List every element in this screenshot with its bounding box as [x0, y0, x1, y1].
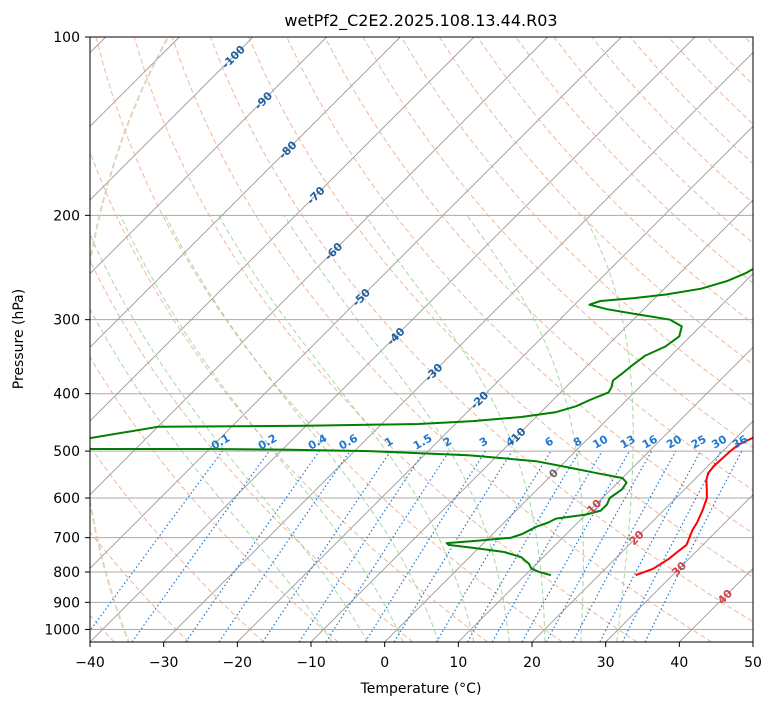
- y-tick-label: 1000: [44, 622, 80, 638]
- dewpoint-profile-line: [90, 267, 753, 577]
- y-tick-label: 100: [53, 30, 80, 46]
- y-tick-label: 200: [53, 208, 80, 224]
- x-tick-label: 30: [597, 655, 615, 671]
- moist-adiabat-line: [120, 215, 404, 642]
- isotherm-line: [163, 52, 753, 642]
- isotherm-line: [90, 37, 401, 348]
- mixing-ratio-line: [393, 450, 513, 642]
- isotherm-line: [90, 37, 254, 201]
- isotherm-line: [384, 273, 753, 642]
- mixing-ratio-line: [545, 450, 653, 642]
- x-tick-label: 0: [380, 655, 389, 671]
- dry-adiabat-line: [248, 37, 753, 578]
- mixing-ratio-line: [644, 450, 743, 642]
- x-axis-label: Temperature (°C): [360, 681, 482, 697]
- plot-frame: [89, 36, 754, 643]
- mixing-ratio-line: [185, 450, 320, 642]
- moist-adiabat-line: [283, 215, 510, 642]
- temperature-profile-line: [635, 436, 753, 577]
- moist-adiabat-line: [90, 232, 369, 642]
- x-tick-label: −20: [223, 655, 253, 671]
- dry-adiabat-line: [133, 37, 638, 642]
- y-tick-label: 600: [53, 491, 80, 507]
- moist-adiabat-line: [583, 215, 634, 642]
- dry-adiabat-line: [286, 37, 753, 534]
- y-tick-label: 900: [53, 595, 80, 611]
- isotherm-line: [605, 494, 753, 642]
- isotherm-line: [90, 37, 327, 275]
- dry-adiabat-line: [477, 37, 753, 325]
- x-tick-label: 40: [670, 655, 688, 671]
- mixing-ratio-line: [572, 450, 677, 642]
- mixing-ratio-line: [90, 450, 223, 632]
- dry-adiabat-line: [95, 37, 563, 642]
- y-tick-label: 800: [53, 565, 80, 581]
- mixing-ratio-line: [325, 450, 450, 642]
- moist-adiabat-line: [364, 215, 546, 642]
- x-tick-label: −40: [75, 655, 105, 671]
- dry-adiabat-line: [362, 37, 753, 449]
- dry-adiabat-line: [171, 37, 712, 642]
- mixing-ratio-line: [262, 450, 392, 642]
- dry-adiabat-line: [400, 37, 753, 407]
- chart-title: wetPf2_C2E2.2025.108.13.44.R03: [284, 11, 557, 31]
- y-axis-label: Pressure (hPa): [11, 289, 27, 389]
- isotherm-line: [237, 125, 753, 642]
- y-tick-label: 700: [53, 531, 80, 547]
- x-tick-label: 50: [744, 655, 762, 671]
- x-tick-label: −10: [296, 655, 326, 671]
- dry-adiabat-line: [90, 259, 414, 642]
- y-tick-label: 300: [53, 313, 80, 329]
- mixing-ratio-line: [298, 450, 425, 642]
- dry-adiabat-line: [90, 531, 190, 642]
- y-tick-label: 500: [53, 444, 80, 460]
- x-tick-label: −30: [149, 655, 179, 671]
- isotherm-line: [90, 37, 696, 642]
- dry-adiabat-line: [515, 37, 753, 284]
- dry-adiabat-line: [90, 356, 339, 642]
- mixing-ratio-line: [131, 450, 270, 642]
- isotherm-line: [531, 420, 753, 642]
- x-tick-label: 20: [523, 655, 541, 671]
- isotherm-line: [458, 346, 753, 642]
- y-tick-label: 400: [53, 387, 80, 403]
- dry-adiabat-line: [324, 37, 753, 491]
- mixing-ratio-line: [218, 450, 351, 642]
- x-tick-label: 10: [449, 655, 467, 671]
- mixing-ratio-line: [521, 450, 631, 642]
- dry-adiabat-line: [90, 150, 488, 642]
- dry-adiabat-line: [210, 37, 753, 623]
- moist-adiabat-line: [164, 215, 439, 642]
- isotherm-line: [90, 37, 475, 422]
- isotherm-line: [90, 37, 548, 496]
- isotherm-line: [90, 37, 622, 569]
